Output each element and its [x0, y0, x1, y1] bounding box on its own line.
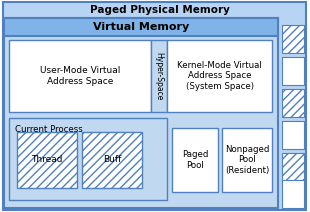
Bar	[282, 121, 304, 149]
Bar	[282, 57, 304, 85]
Text: Paged Physical Memory: Paged Physical Memory	[90, 5, 230, 15]
Text: Buff: Buff	[103, 155, 121, 165]
Bar	[4, 18, 278, 36]
Text: Thread: Thread	[31, 155, 63, 165]
Bar	[9, 40, 151, 112]
Text: User-Mode Virtual
Address Space: User-Mode Virtual Address Space	[40, 66, 120, 86]
Bar	[9, 118, 167, 200]
Bar	[4, 18, 278, 208]
Bar	[172, 128, 218, 192]
Text: Paged
Pool: Paged Pool	[182, 150, 208, 170]
Bar	[17, 132, 77, 188]
Text: Virtual Memory: Virtual Memory	[93, 22, 189, 32]
Bar	[282, 89, 304, 117]
Text: Nonpaged
Pool
(Resident): Nonpaged Pool (Resident)	[225, 145, 269, 175]
Bar	[167, 40, 272, 112]
Bar	[282, 25, 304, 53]
Bar	[282, 153, 304, 181]
Text: Hyper-Space: Hyper-Space	[154, 52, 163, 100]
Text: Current Process: Current Process	[15, 126, 83, 134]
Bar	[282, 180, 304, 208]
Bar	[222, 128, 272, 192]
Text: Kernel-Mode Virtual
Address Space
(System Space): Kernel-Mode Virtual Address Space (Syste…	[177, 61, 262, 91]
Bar	[151, 40, 167, 112]
Bar	[82, 132, 142, 188]
